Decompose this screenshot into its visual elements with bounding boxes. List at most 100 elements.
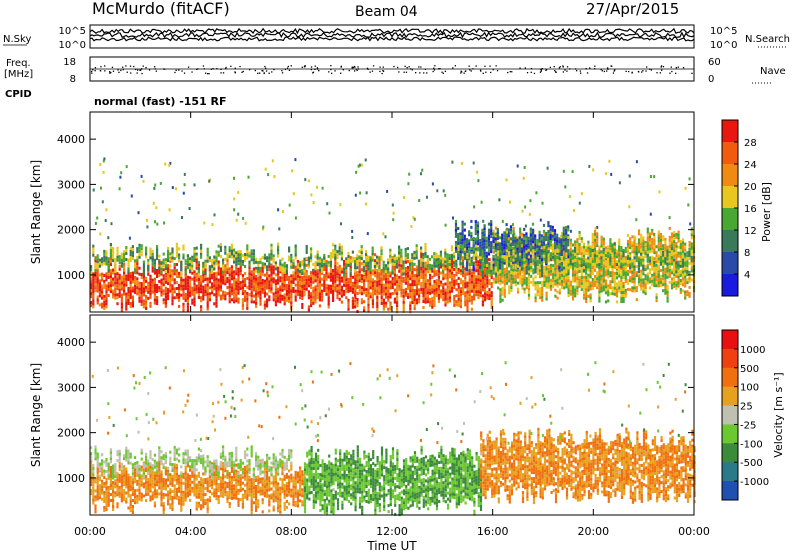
heatmap-cell — [266, 301, 269, 305]
heatmap-cell — [536, 269, 539, 273]
heatmap-cell — [518, 239, 521, 243]
heatmap-cell — [437, 254, 440, 258]
heatmap-cell — [596, 232, 599, 236]
heatmap-cell — [549, 231, 552, 235]
heatmap-cell — [429, 291, 432, 295]
heatmap-cell — [105, 299, 108, 303]
heatmap-cell — [268, 283, 271, 287]
heatmap-cell — [120, 261, 123, 265]
heatmap-cell — [224, 279, 227, 283]
heatmap-cell — [127, 278, 130, 281]
heatmap-cell — [585, 246, 588, 250]
heatmap-cell — [648, 238, 652, 242]
heatmap-cell — [514, 245, 517, 249]
heatmap-cell — [118, 255, 121, 259]
heatmap-cell — [565, 273, 568, 277]
heatmap-cell — [98, 291, 101, 295]
heatmap-cell — [429, 273, 432, 277]
heatmap-cell — [230, 246, 233, 250]
heatmap-cell — [633, 280, 636, 284]
heatmap-cell — [648, 280, 652, 284]
heatmap-cell — [508, 276, 511, 280]
heatmap-cell — [338, 288, 341, 292]
heatmap-cell — [413, 283, 416, 287]
heatmap-cell — [422, 297, 425, 300]
heatmap-cell — [415, 298, 418, 302]
heatmap-cell — [690, 227, 693, 231]
heatmap-cell — [675, 286, 678, 290]
heatmap-cell — [208, 256, 211, 260]
heatmap-cell — [560, 271, 564, 274]
heatmap-cell — [470, 280, 473, 284]
heatmap-cell — [283, 264, 286, 268]
heatmap-cell — [391, 262, 394, 266]
heatmap-cell — [420, 291, 423, 294]
heatmap-cell — [402, 288, 405, 292]
heatmap-cell — [611, 265, 614, 269]
heatmap-cell — [604, 291, 608, 295]
heatmap-cell — [219, 294, 222, 298]
heatmap-cell — [360, 254, 363, 258]
heatmap-cell — [151, 278, 154, 282]
heatmap-cell — [461, 271, 464, 274]
heatmap-cell — [536, 287, 539, 291]
freq-dot — [154, 66, 156, 68]
heatmap-cell — [114, 275, 117, 279]
heatmap-cell — [334, 288, 337, 292]
heatmap-cell — [446, 297, 449, 301]
heatmap-cell — [363, 300, 366, 304]
heatmap-cell — [305, 245, 308, 248]
heatmap-cell — [363, 282, 366, 286]
heatmap-cell — [446, 276, 449, 280]
freq-dot — [241, 71, 243, 73]
heatmap-cell — [413, 274, 416, 278]
heatmap-cell — [382, 260, 385, 264]
heatmap-cell — [620, 276, 623, 280]
heatmap-cell — [455, 259, 458, 263]
heatmap-cell — [325, 268, 328, 272]
heatmap-cell — [92, 250, 95, 254]
heatmap-cell — [485, 242, 488, 246]
heatmap-cell — [490, 291, 493, 295]
heatmap-cell — [114, 293, 117, 297]
heatmap-cell — [219, 246, 222, 249]
heatmap-cell — [437, 296, 440, 300]
heatmap-cell — [237, 259, 240, 263]
heatmap-cell — [417, 262, 420, 266]
heatmap-cell — [602, 279, 605, 283]
heatmap-cell — [217, 272, 220, 276]
heatmap-cell — [642, 284, 645, 288]
heatmap-cell — [193, 276, 196, 280]
heatmap-cell — [246, 244, 249, 248]
freq-dot — [100, 66, 102, 68]
heatmap-cell — [371, 296, 374, 300]
heatmap-cell — [538, 275, 542, 279]
heatmap-cell — [600, 289, 603, 293]
heatmap-cell — [197, 278, 200, 281]
heatmap-cell — [215, 295, 218, 299]
freq-dot — [589, 67, 591, 69]
heatmap-cell — [545, 279, 548, 283]
heatmap-cell — [686, 293, 689, 297]
heatmap-cell — [673, 273, 676, 277]
heatmap-cell — [519, 278, 522, 282]
heatmap-cell — [536, 281, 539, 285]
heatmap-cell — [314, 294, 317, 298]
heatmap-cell — [433, 264, 436, 268]
heatmap-cell — [679, 255, 682, 258]
heatmap-cell — [374, 259, 377, 263]
heatmap-cell — [598, 293, 601, 297]
heatmap-cell — [420, 267, 423, 270]
heatmap-cell — [147, 267, 150, 271]
heatmap-cell — [250, 252, 253, 256]
heatmap-cell — [433, 304, 436, 307]
heatmap-cell — [200, 252, 203, 256]
heatmap-cell — [426, 264, 429, 268]
heatmap-cell — [622, 291, 625, 294]
heatmap-cell — [540, 234, 543, 238]
heatmap-cell — [527, 275, 531, 279]
heatmap-cell — [259, 278, 262, 282]
heatmap-cell — [567, 276, 570, 280]
heatmap-cell — [569, 238, 572, 242]
heatmap-cell — [413, 292, 416, 296]
